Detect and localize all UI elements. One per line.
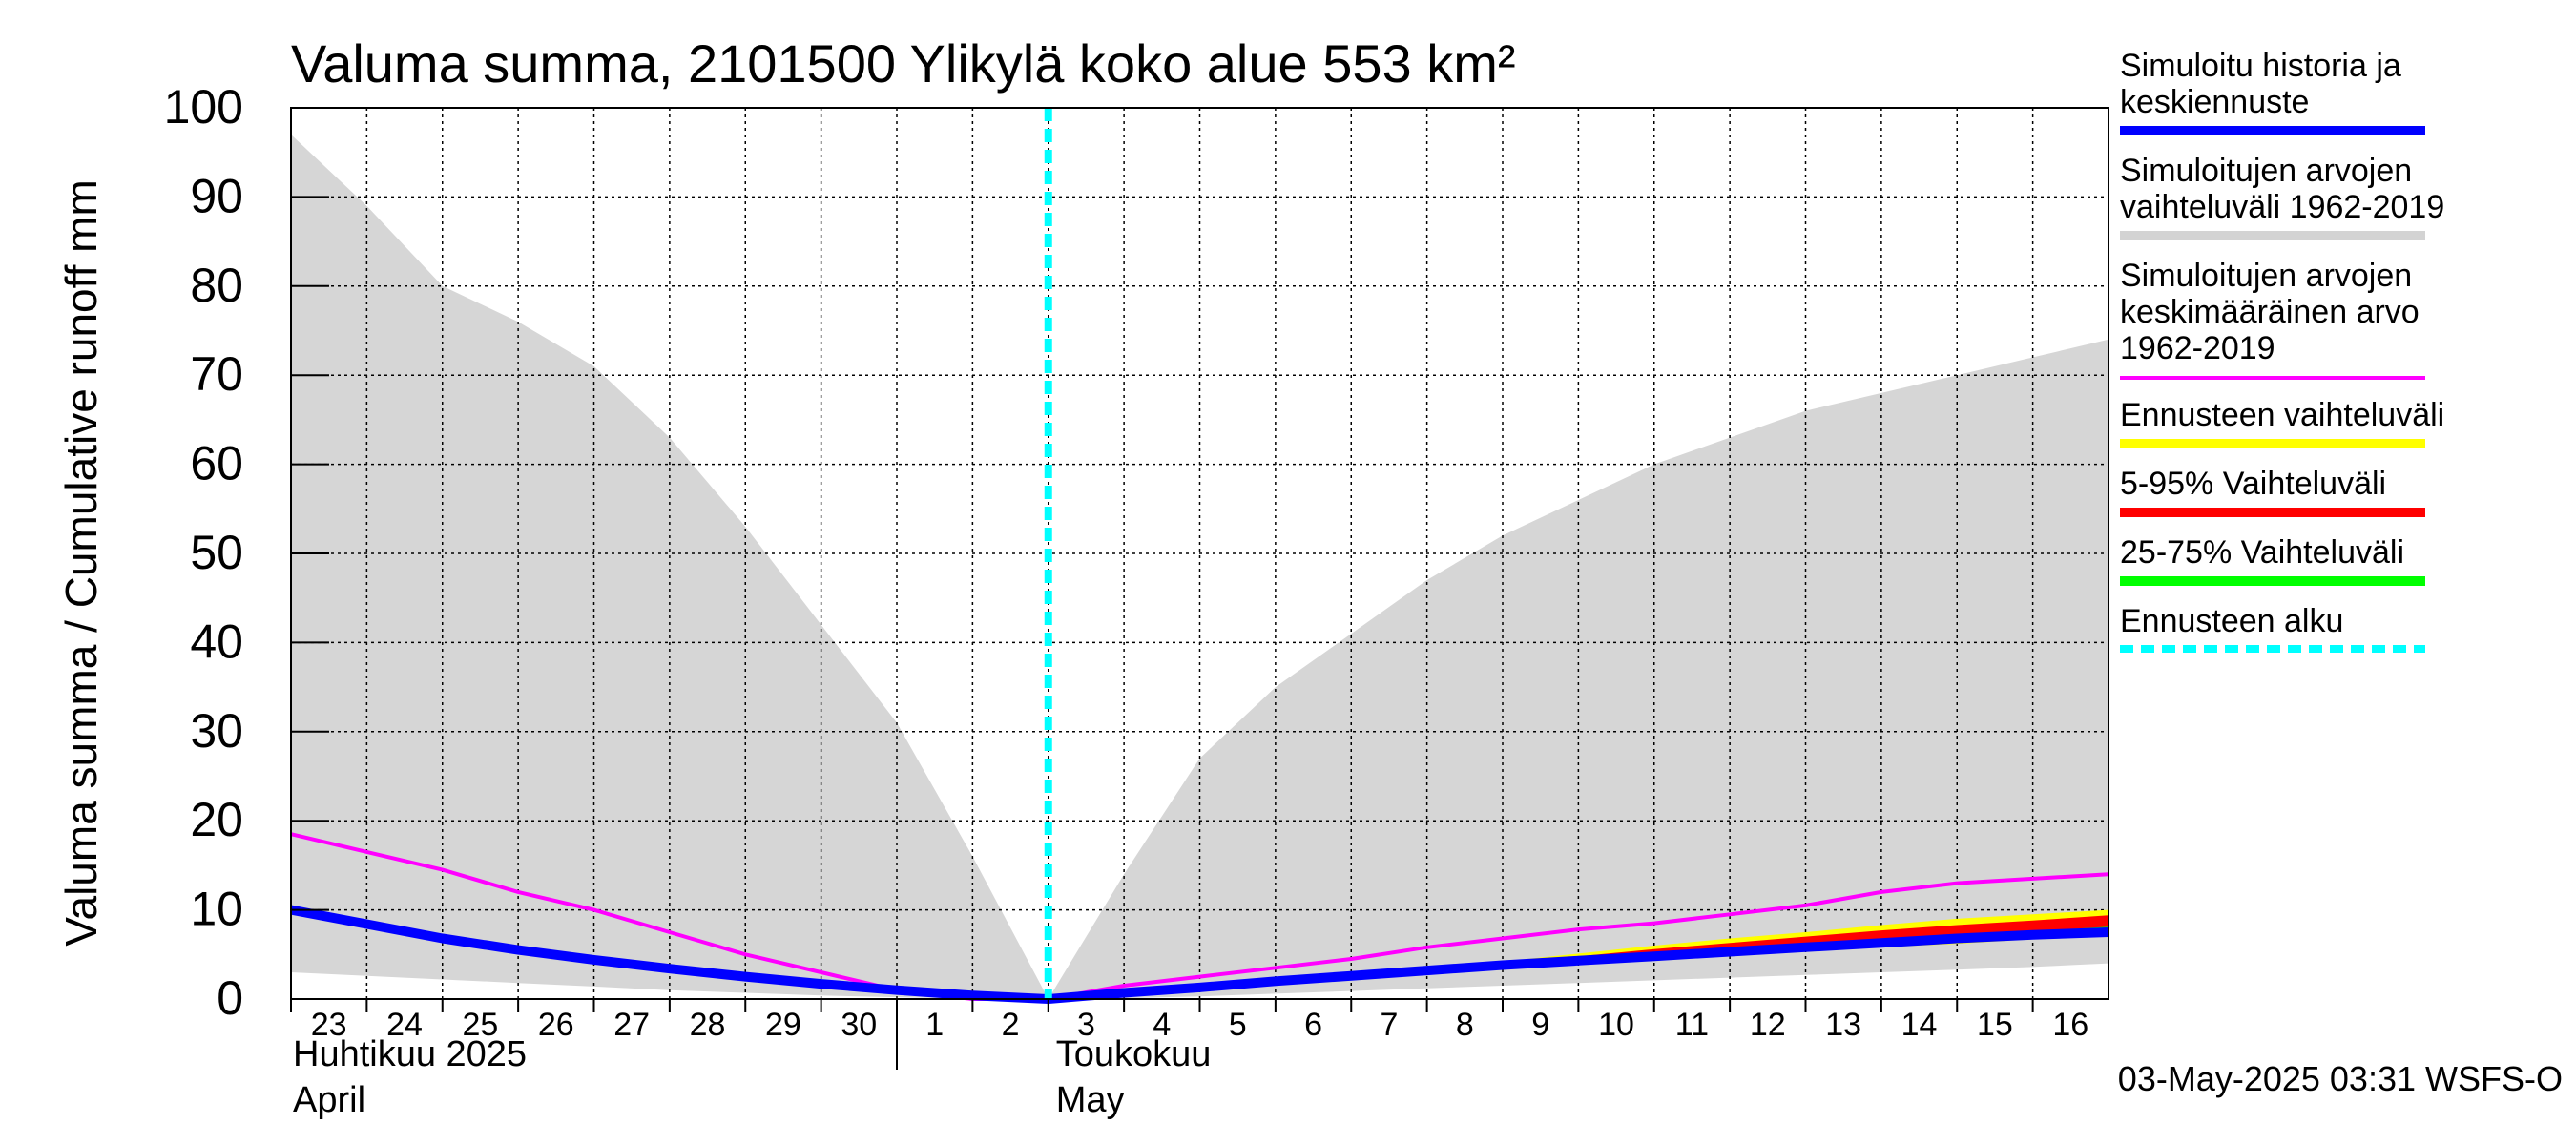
legend-item-historical-range: Simuloitujen arvojen vaihteluväli 1962-2…: [2120, 153, 2540, 240]
x-tick-label: 7: [1380, 1007, 1398, 1043]
legend-item-forecast-start: Ennusteen alku: [2120, 603, 2540, 653]
legend-label: Ennusteen alku: [2120, 603, 2344, 639]
x-tick-label: 1: [925, 1007, 944, 1043]
x-tick-label: 12: [1750, 1007, 1786, 1043]
x-tick-label: 16: [2052, 1007, 2088, 1043]
y-axis-label: Valuma summa / Cumulative runoff mm: [56, 179, 106, 947]
legend-swatch-red: [2120, 508, 2425, 517]
timestamp-footer: 03-May-2025 03:31 WSFS-O: [2117, 1059, 2563, 1098]
x-tick-label: 5: [1229, 1007, 1247, 1043]
legend: Simuloitu historia ja keskiennuste Simul…: [2120, 48, 2540, 670]
legend-swatch-magenta: [2120, 376, 2425, 380]
legend-item-simulated-history: Simuloitu historia ja keskiennuste: [2120, 48, 2540, 135]
legend-item-5-95: 5-95% Vaihteluväli: [2120, 466, 2540, 517]
x-tick-label: 10: [1598, 1007, 1634, 1043]
month-label-fi: Toukokuu: [1056, 1034, 1212, 1074]
x-tick-label: 6: [1304, 1007, 1322, 1043]
y-tick-label: 70: [190, 347, 243, 401]
x-tick-label: 15: [1977, 1007, 2013, 1043]
legend-swatch-cyan-dashed: [2120, 645, 2425, 653]
x-tick-label: 24: [386, 1007, 423, 1043]
x-tick-label: 9: [1531, 1007, 1549, 1043]
legend-swatch-gray: [2120, 231, 2425, 240]
x-tick-label: 30: [841, 1007, 877, 1043]
y-tick-label: 30: [190, 704, 243, 758]
y-tick-label: 50: [190, 526, 243, 579]
x-tick-label: 26: [538, 1007, 574, 1043]
y-tick-label: 40: [190, 614, 243, 668]
legend-label: Simuloitu historia ja keskiennuste: [2120, 48, 2401, 120]
x-tick-label: 11: [1675, 1007, 1709, 1043]
forecast-range-band: [1048, 909, 2109, 999]
legend-label: 5-95% Vaihteluväli: [2120, 466, 2387, 502]
x-tick-label: 23: [311, 1007, 347, 1043]
legend-label: Simuloitujen arvojen vaihteluväli 1962-2…: [2120, 153, 2445, 225]
x-tick-label: 14: [1901, 1007, 1938, 1043]
legend-swatch-yellow: [2120, 439, 2425, 448]
x-tick-label: 25: [463, 1007, 499, 1043]
month-label-fi: Huhtikuu 2025: [293, 1034, 527, 1074]
x-tick-label: 4: [1153, 1007, 1171, 1043]
historical-mean-line: [290, 832, 2109, 1001]
x-tick-label: 27: [613, 1007, 650, 1043]
x-tick-label: 8: [1456, 1007, 1474, 1043]
simulated-median-line: [290, 905, 2109, 1004]
x-tick-label: 29: [765, 1007, 801, 1043]
x-tick-label: 3: [1077, 1007, 1095, 1043]
y-tick-label: 100: [164, 80, 243, 134]
month-label-en: May: [1056, 1080, 1125, 1120]
legend-label: Simuloitujen arvojen keskimääräinen arvo…: [2120, 258, 2420, 366]
y-tick-label: 10: [190, 883, 243, 936]
month-label-en: April: [293, 1080, 365, 1120]
chart-title: Valuma summa, 2101500 Ylikylä koko alue …: [291, 33, 1516, 94]
y-tick-label: 80: [190, 259, 243, 312]
legend-label: Ennusteen vaihteluväli: [2120, 397, 2445, 433]
legend-swatch-blue: [2120, 126, 2425, 135]
y-tick-label: 20: [190, 793, 243, 846]
legend-item-historical-mean: Simuloitujen arvojen keskimääräinen arvo…: [2120, 258, 2540, 380]
y-tick-label: 60: [190, 437, 243, 490]
x-tick-label: 13: [1825, 1007, 1861, 1043]
legend-label: 25-75% Vaihteluväli: [2120, 534, 2404, 571]
y-tick-label: 90: [190, 169, 243, 222]
x-tick-label: 2: [1002, 1007, 1020, 1043]
legend-item-25-75: 25-75% Vaihteluväli: [2120, 534, 2540, 586]
y-tick-label: 0: [217, 971, 243, 1025]
x-tick-label: 28: [690, 1007, 726, 1043]
legend-item-forecast-range: Ennusteen vaihteluväli: [2120, 397, 2540, 448]
legend-swatch-green: [2120, 576, 2425, 586]
